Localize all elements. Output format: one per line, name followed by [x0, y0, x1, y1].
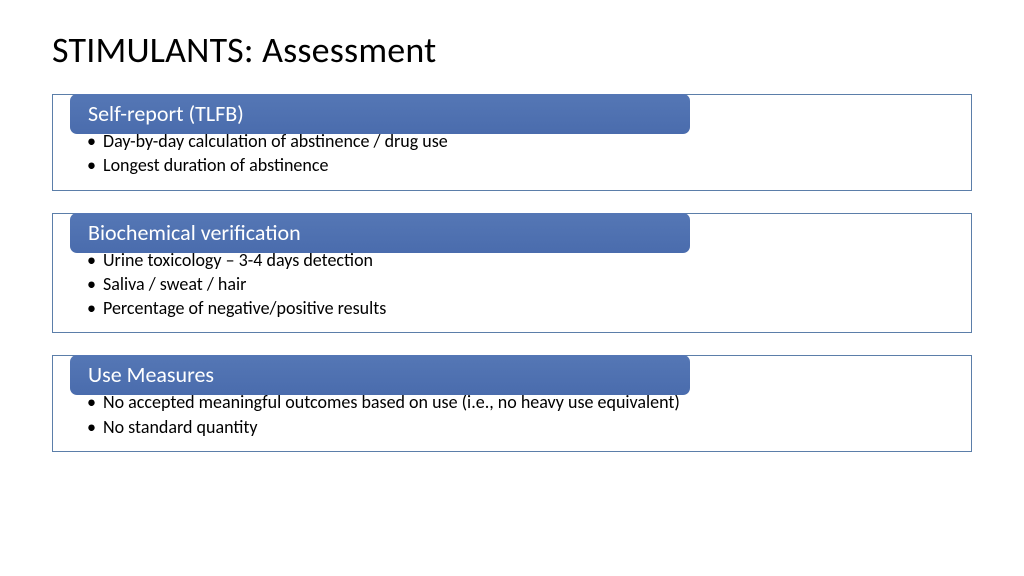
bullet-item: Percentage of negative/positive results [87, 296, 943, 320]
section-self-report: Self-report (TLFB) Day-by-day calculatio… [52, 94, 972, 191]
section-header: Self-report (TLFB) [70, 94, 690, 134]
bullet-list: Urine toxicology – 3-4 days detection Sa… [81, 248, 943, 321]
slide-title: STIMULANTS: Assessment [52, 28, 972, 72]
section-use-measures: Use Measures No accepted meaningful outc… [52, 355, 972, 452]
bullet-list: No accepted meaningful outcomes based on… [81, 390, 943, 439]
bullet-item: No standard quantity [87, 415, 943, 439]
section-biochemical: Biochemical verification Urine toxicolog… [52, 213, 972, 334]
bullet-list: Day-by-day calculation of abstinence / d… [81, 129, 943, 178]
bullet-item: Saliva / sweat / hair [87, 272, 943, 296]
section-header: Biochemical verification [70, 213, 690, 253]
section-header: Use Measures [70, 355, 690, 395]
bullet-item: Longest duration of abstinence [87, 153, 943, 177]
